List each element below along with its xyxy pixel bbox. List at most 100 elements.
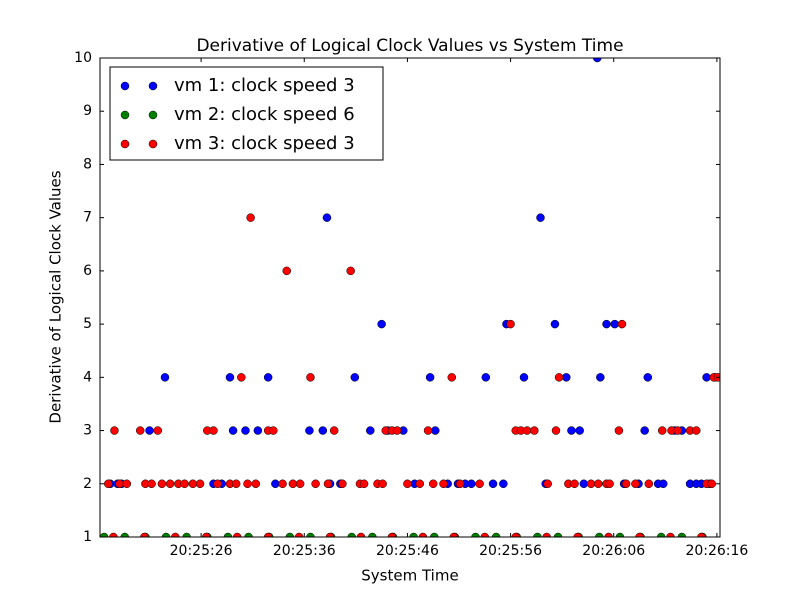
data-point	[425, 373, 435, 382]
data-point	[305, 426, 314, 435]
data-point	[471, 532, 480, 537]
data-point	[449, 532, 459, 537]
data-point	[455, 479, 465, 489]
legend-marker	[148, 81, 158, 91]
data-point	[329, 426, 339, 435]
data-point	[251, 479, 261, 489]
y-tick-label: 4	[83, 369, 92, 385]
data-point	[570, 479, 579, 489]
legend-label: vm 2: clock speed 6	[174, 104, 355, 125]
data-point	[635, 532, 644, 537]
data-point	[347, 532, 356, 537]
data-point	[415, 479, 425, 489]
data-point	[231, 479, 241, 489]
data-point	[180, 479, 189, 489]
y-tick-label: 9	[83, 103, 92, 119]
plot-area	[100, 58, 720, 537]
data-point	[338, 479, 347, 489]
data-point	[209, 426, 218, 435]
data-point	[499, 479, 508, 489]
data-point	[605, 479, 614, 489]
data-point	[488, 479, 498, 489]
data-point	[295, 479, 305, 489]
data-point	[617, 319, 627, 329]
data-point	[533, 532, 542, 537]
data-point	[244, 532, 253, 537]
data-point	[614, 426, 624, 435]
data-point	[195, 479, 205, 489]
data-point	[602, 319, 611, 329]
data-point	[447, 373, 457, 382]
data-point	[615, 532, 625, 537]
data-point	[165, 479, 175, 489]
y-tick-label: 1	[83, 529, 92, 545]
y-tick-label: 2	[83, 476, 92, 492]
data-point	[325, 532, 335, 537]
data-point	[145, 426, 154, 435]
data-point	[157, 479, 167, 489]
data-point	[573, 532, 582, 537]
data-point	[666, 532, 675, 537]
data-point	[480, 532, 490, 537]
data-point	[269, 426, 278, 435]
data-point	[109, 532, 118, 537]
data-point	[288, 479, 298, 489]
data-point	[697, 532, 706, 537]
data-point	[285, 532, 295, 537]
data-point	[604, 532, 613, 537]
data-point	[677, 532, 687, 537]
data-point	[377, 319, 386, 329]
data-point	[596, 373, 605, 382]
data-point	[702, 373, 711, 382]
data-point	[707, 479, 716, 489]
data-point	[100, 532, 109, 537]
data-point	[481, 373, 491, 382]
data-point	[562, 373, 571, 382]
axes: 1 2 3 4 5 6 7 8 9 10 20:25:26 20:25:36 20:25:46 20:25…	[74, 50, 748, 559]
x-tick-label: 20:25:36	[273, 543, 336, 559]
data-point	[366, 426, 375, 435]
data-point	[135, 426, 145, 435]
data-point	[467, 479, 476, 489]
x-tick-label: 20:25:26	[170, 543, 233, 559]
chart-title: Derivative of Logical Clock Values vs Sy…	[196, 36, 623, 56]
data-point	[403, 479, 412, 489]
data-point	[147, 479, 156, 489]
data-point	[232, 532, 242, 537]
data-point	[356, 532, 366, 537]
data-point	[228, 426, 238, 435]
data-point	[213, 479, 222, 489]
data-point	[282, 266, 291, 276]
data-point	[322, 213, 332, 222]
data-point	[346, 266, 355, 276]
data-point	[160, 373, 170, 382]
data-point	[429, 532, 439, 537]
data-point	[392, 426, 402, 435]
data-point	[161, 532, 171, 537]
data-point	[554, 373, 564, 382]
data-point	[253, 426, 263, 435]
axes-frame	[99, 57, 721, 538]
data-point	[246, 213, 255, 222]
y-tick-label: 6	[83, 263, 92, 279]
data-point	[431, 426, 440, 435]
data-point	[575, 426, 584, 435]
data-point	[475, 479, 484, 489]
data-point	[586, 479, 596, 489]
data-point	[536, 213, 545, 222]
data-point	[553, 532, 563, 537]
data-point	[423, 426, 433, 435]
data-point	[115, 479, 124, 489]
data-point	[610, 319, 620, 329]
data-point	[657, 426, 667, 435]
data-point	[592, 58, 602, 63]
data-point	[551, 426, 561, 435]
data-point	[368, 532, 377, 537]
data-point	[110, 426, 119, 435]
data-point	[359, 479, 369, 489]
data-point	[263, 373, 273, 382]
legend-label: vm 3: clock speed 3	[174, 133, 355, 154]
data-point	[594, 479, 603, 489]
data-point	[656, 532, 666, 537]
legend-marker	[120, 139, 130, 149]
